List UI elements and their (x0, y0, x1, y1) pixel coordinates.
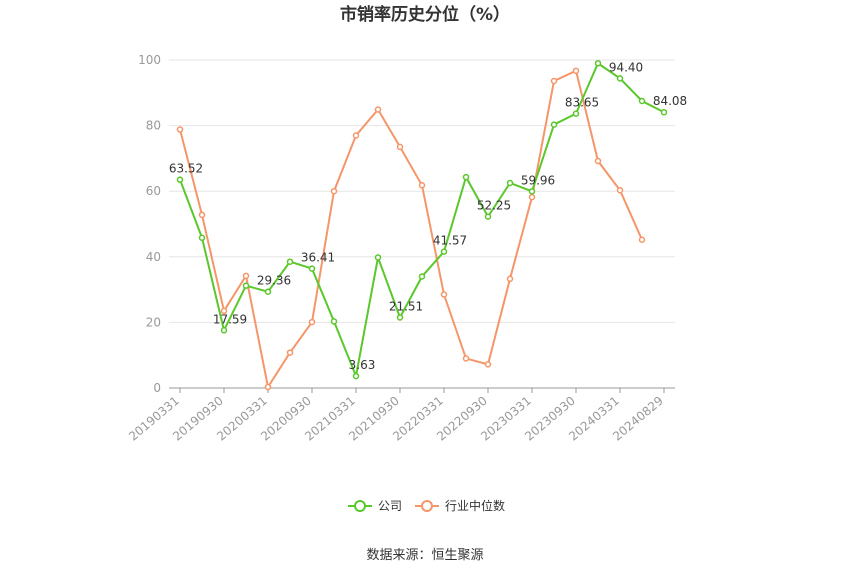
data-label: 83.65 (565, 96, 599, 110)
series-company (176, 60, 668, 380)
data-label: 94.40 (609, 60, 643, 74)
data-point (550, 77, 558, 85)
data-labels: 63.52 17.59 29.36 36.41 3.63 21.51 41.57 52.25 5… (169, 60, 687, 372)
data-point (242, 272, 250, 280)
legend-marker (354, 500, 366, 512)
data-point (220, 327, 228, 334)
data-label: 63.52 (169, 162, 203, 176)
source-note: 数据来源：恒生聚源 (366, 548, 483, 563)
data-point (440, 291, 448, 298)
data-point (220, 307, 228, 315)
data-point (462, 355, 470, 362)
data-point (462, 173, 470, 181)
data-point (616, 75, 624, 82)
data-label: 41.57 (433, 234, 467, 248)
data-point (572, 67, 580, 75)
y-tick-label: 60 (146, 184, 161, 198)
y-tick-label: 40 (146, 250, 161, 264)
legend-item-company[interactable]: 公司 (348, 499, 402, 513)
data-point (176, 176, 184, 183)
data-point (550, 121, 558, 128)
data-point (176, 126, 184, 133)
y-tick-label: 100 (138, 53, 161, 67)
data-point (396, 143, 404, 151)
data-point (638, 97, 646, 105)
data-point (352, 132, 360, 139)
data-point (330, 187, 338, 195)
data-label: 29.36 (257, 274, 291, 288)
data-point (242, 282, 250, 289)
data-point (286, 258, 294, 265)
data-point (198, 211, 206, 219)
data-label: 17.59 (213, 312, 247, 326)
data-label: 84.08 (653, 94, 687, 108)
data-point (506, 275, 514, 283)
data-point (484, 213, 492, 220)
data-point (418, 182, 426, 189)
data-point (594, 157, 602, 165)
data-point (396, 314, 404, 321)
data-point (330, 318, 338, 325)
data-point (308, 318, 316, 326)
data-point (660, 108, 668, 116)
data-label: 59.96 (521, 173, 555, 187)
data-point (638, 236, 646, 243)
data-point (440, 248, 448, 255)
data-point (352, 372, 360, 380)
y-tick-label: 0 (153, 381, 161, 395)
data-point (484, 361, 492, 368)
data-label: 21.51 (389, 299, 423, 313)
data-point (506, 179, 514, 187)
legend-label: 公司 (378, 499, 402, 513)
y-axis: 0 20 40 60 80 100 (138, 53, 161, 395)
series-layer (176, 60, 668, 391)
grid-lines (169, 59, 675, 323)
series-line (179, 69, 643, 390)
data-point (528, 188, 536, 195)
data-point (198, 234, 206, 242)
y-tick-label: 80 (146, 119, 161, 133)
data-point (308, 265, 316, 272)
data-point (286, 349, 294, 356)
data-point (528, 193, 536, 201)
legend-marker (421, 500, 433, 512)
series-line (179, 61, 665, 380)
y-tick-label: 20 (146, 315, 161, 329)
legend: 公司 行业中位数 (348, 498, 505, 513)
data-point (374, 106, 382, 113)
data-point (264, 383, 272, 391)
data-label: 36.41 (301, 251, 335, 265)
data-point (572, 110, 580, 117)
x-axis: 2019033120190930202003312020093020210331… (126, 387, 675, 444)
data-point (418, 273, 426, 280)
legend-label: 行业中位数 (445, 498, 505, 513)
data-point (374, 254, 382, 261)
data-point (616, 186, 624, 194)
data-point (594, 60, 602, 67)
legend-item-industry-median[interactable]: 行业中位数 (415, 498, 505, 513)
data-point (264, 288, 272, 295)
data-label: 52.25 (477, 199, 511, 213)
chart-title: 市销率历史分位（%） (340, 4, 510, 25)
series-industry-median (176, 67, 646, 391)
data-label: 3.63 (349, 358, 376, 372)
